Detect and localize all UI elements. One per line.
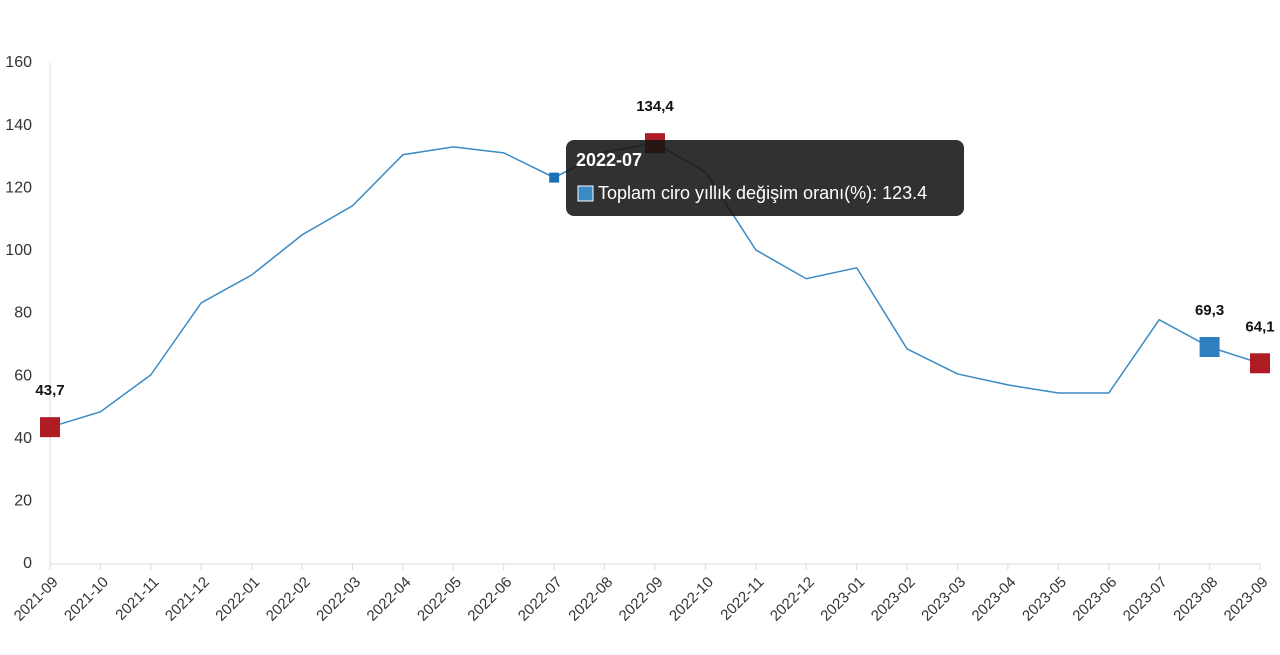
x-tick-label: 2022-08 [565,574,616,625]
tooltip-series: Toplam ciro yıllık değişim oranı(%) [598,183,872,203]
x-tick-label: 2023-01 [817,574,868,625]
y-tick-label: 40 [14,430,32,447]
x-tick-label: 2023-04 [969,574,1020,625]
y-tick-label: 0 [23,555,32,572]
x-tick-label: 2022-10 [666,574,717,625]
x-tick-label: 2021-12 [162,574,213,625]
value-label: 43,7 [35,382,64,399]
value-label: 64,1 [1245,318,1274,335]
point-marker [1250,353,1270,374]
value-label: 69,3 [1195,302,1224,319]
y-tick-label: 80 [14,305,32,322]
y-tick-label: 140 [5,117,32,134]
x-tick-label: 2022-03 [313,574,364,625]
y-tick-label: 100 [5,242,32,259]
x-tick-label: 2022-02 [263,574,314,625]
y-tick-label: 120 [5,179,32,196]
x-tick-label: 2021-11 [112,574,162,624]
x-tick-label: 2021-10 [61,574,112,625]
value-label: 134,4 [636,98,674,115]
x-tick-label: 2023-05 [1019,574,1070,625]
y-tick-label: 60 [14,367,32,384]
x-tick-label: 2022-01 [212,574,263,625]
x-tick-label: 2021-09 [11,574,62,625]
x-tick-label: 2022-09 [616,574,667,625]
y-tick-label: 20 [14,493,32,510]
x-tick-label: 2022-11 [717,574,767,624]
x-tick-label: 2023-08 [1170,574,1221,625]
y-tick-label: 160 [5,54,32,71]
tooltip-value: 123.4 [882,183,927,203]
x-tick-label: 2022-05 [414,574,465,625]
tooltip-title: 2022-07 [576,150,642,170]
tooltip-text: Toplam ciro yıllık değişim oranı(%): 123… [598,183,927,203]
x-tick-label: 2022-07 [515,574,566,625]
tooltip-swatch [577,185,594,202]
x-tick-label: 2023-06 [1069,574,1120,625]
x-tick-label: 2023-07 [1120,574,1171,625]
x-tick-label: 2023-09 [1221,574,1272,625]
point-marker [40,417,60,438]
x-tick-label: 2023-03 [918,574,969,625]
x-tick-label: 2022-04 [364,574,415,625]
tooltip-sep: : [872,183,882,203]
point-marker [1199,337,1220,358]
tooltip: 2022-07 Toplam ciro yıllık değişim oranı(… [566,140,964,216]
tooltip-box [566,140,964,216]
x-tick-label: 2023-02 [868,574,919,625]
x-tick-label: 2022-12 [767,574,818,625]
x-tick-label: 2022-06 [464,574,515,625]
hover-marker [549,172,560,183]
